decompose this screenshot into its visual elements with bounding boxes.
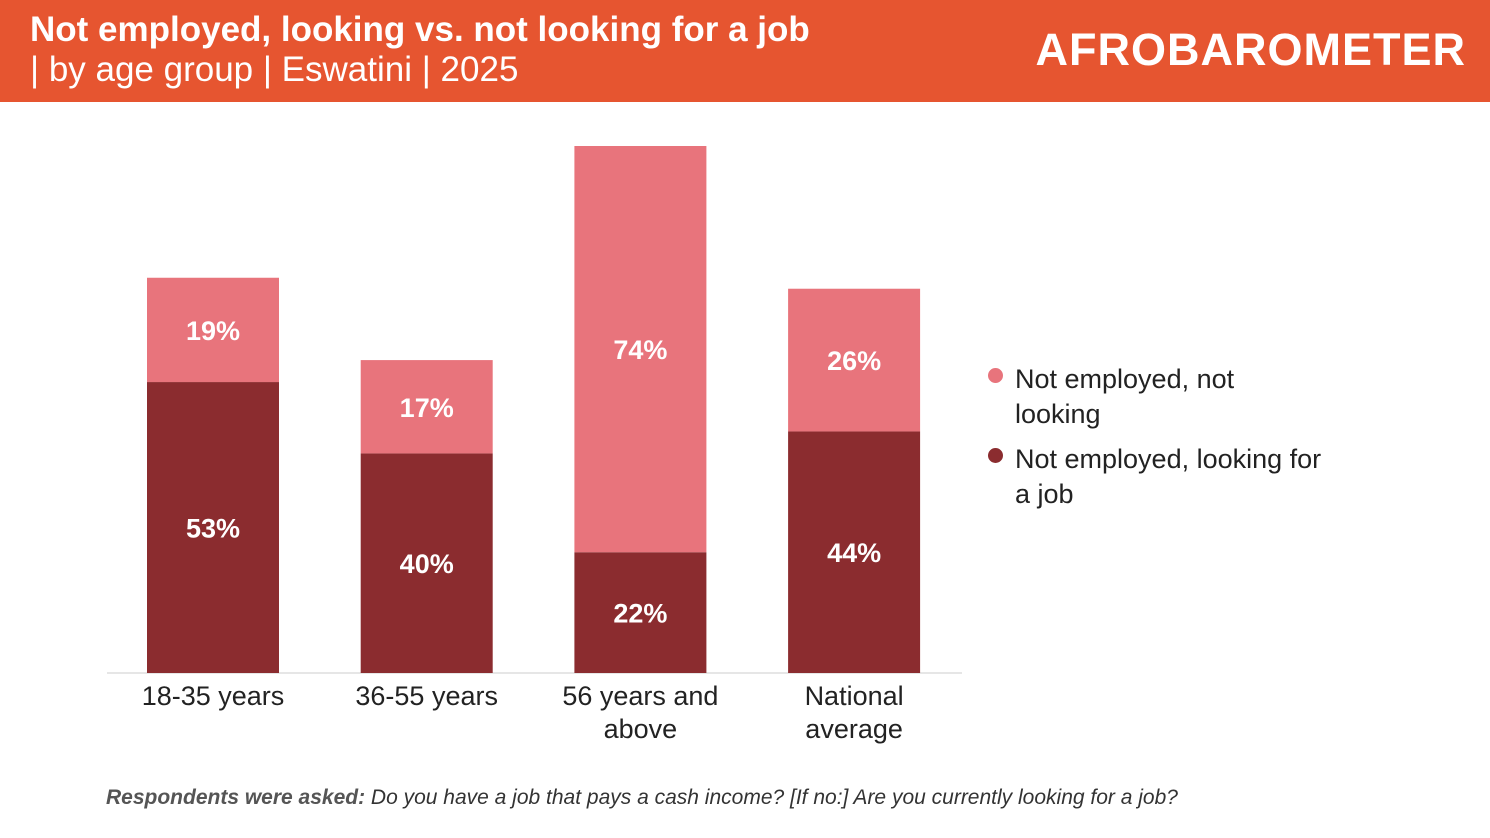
bar-segment bbox=[360, 360, 493, 454]
chart-subtitle: | by age group | Eswatini | 2025 bbox=[30, 50, 519, 89]
data-label: 26% bbox=[827, 346, 881, 376]
x-tick-label: 18-35 years bbox=[142, 681, 285, 711]
x-tick-label: National bbox=[805, 681, 904, 711]
legend-item-not-looking: Not employed, not looking bbox=[988, 362, 1335, 432]
bar-segment bbox=[574, 552, 707, 673]
x-tick-label: 36-55 years bbox=[355, 681, 498, 711]
data-label: 17% bbox=[400, 393, 454, 423]
bar-segment bbox=[360, 453, 493, 673]
footnote-label: Respondents were asked: bbox=[106, 786, 366, 809]
data-label: 19% bbox=[186, 316, 240, 346]
x-tick-label: average bbox=[805, 714, 903, 744]
legend-label: Not employed, looking for a job bbox=[1015, 444, 1322, 509]
bar-segment bbox=[147, 382, 279, 673]
chart-title: Not employed, looking vs. not looking fo… bbox=[30, 10, 810, 49]
legend-label: Not employed, not looking bbox=[1015, 364, 1235, 429]
legend-swatch bbox=[988, 368, 1003, 383]
legend-swatch bbox=[988, 448, 1003, 463]
bar-segment bbox=[788, 288, 921, 432]
legend: Not employed, not looking Not employed, … bbox=[988, 362, 1335, 522]
data-label: 40% bbox=[400, 549, 454, 579]
footnote: Respondents were asked: Do you have a jo… bbox=[106, 786, 1178, 810]
bar-segment bbox=[147, 277, 279, 383]
bar-segment bbox=[574, 146, 707, 553]
x-tick-label: 56 years and bbox=[562, 681, 718, 711]
data-label: 74% bbox=[613, 335, 667, 365]
data-label: 22% bbox=[613, 599, 667, 629]
footnote-text: Do you have a job that pays a cash incom… bbox=[365, 786, 1178, 809]
data-label: 44% bbox=[827, 538, 881, 568]
bar-segment bbox=[788, 431, 921, 673]
legend-item-looking: Not employed, looking for a job bbox=[988, 442, 1335, 512]
x-tick-label: above bbox=[604, 714, 678, 744]
afrobarometer-logo: AFROBAROMETER bbox=[1035, 24, 1466, 75]
header: Not employed, looking vs. not looking fo… bbox=[0, 0, 1490, 102]
data-label: 53% bbox=[186, 514, 240, 544]
